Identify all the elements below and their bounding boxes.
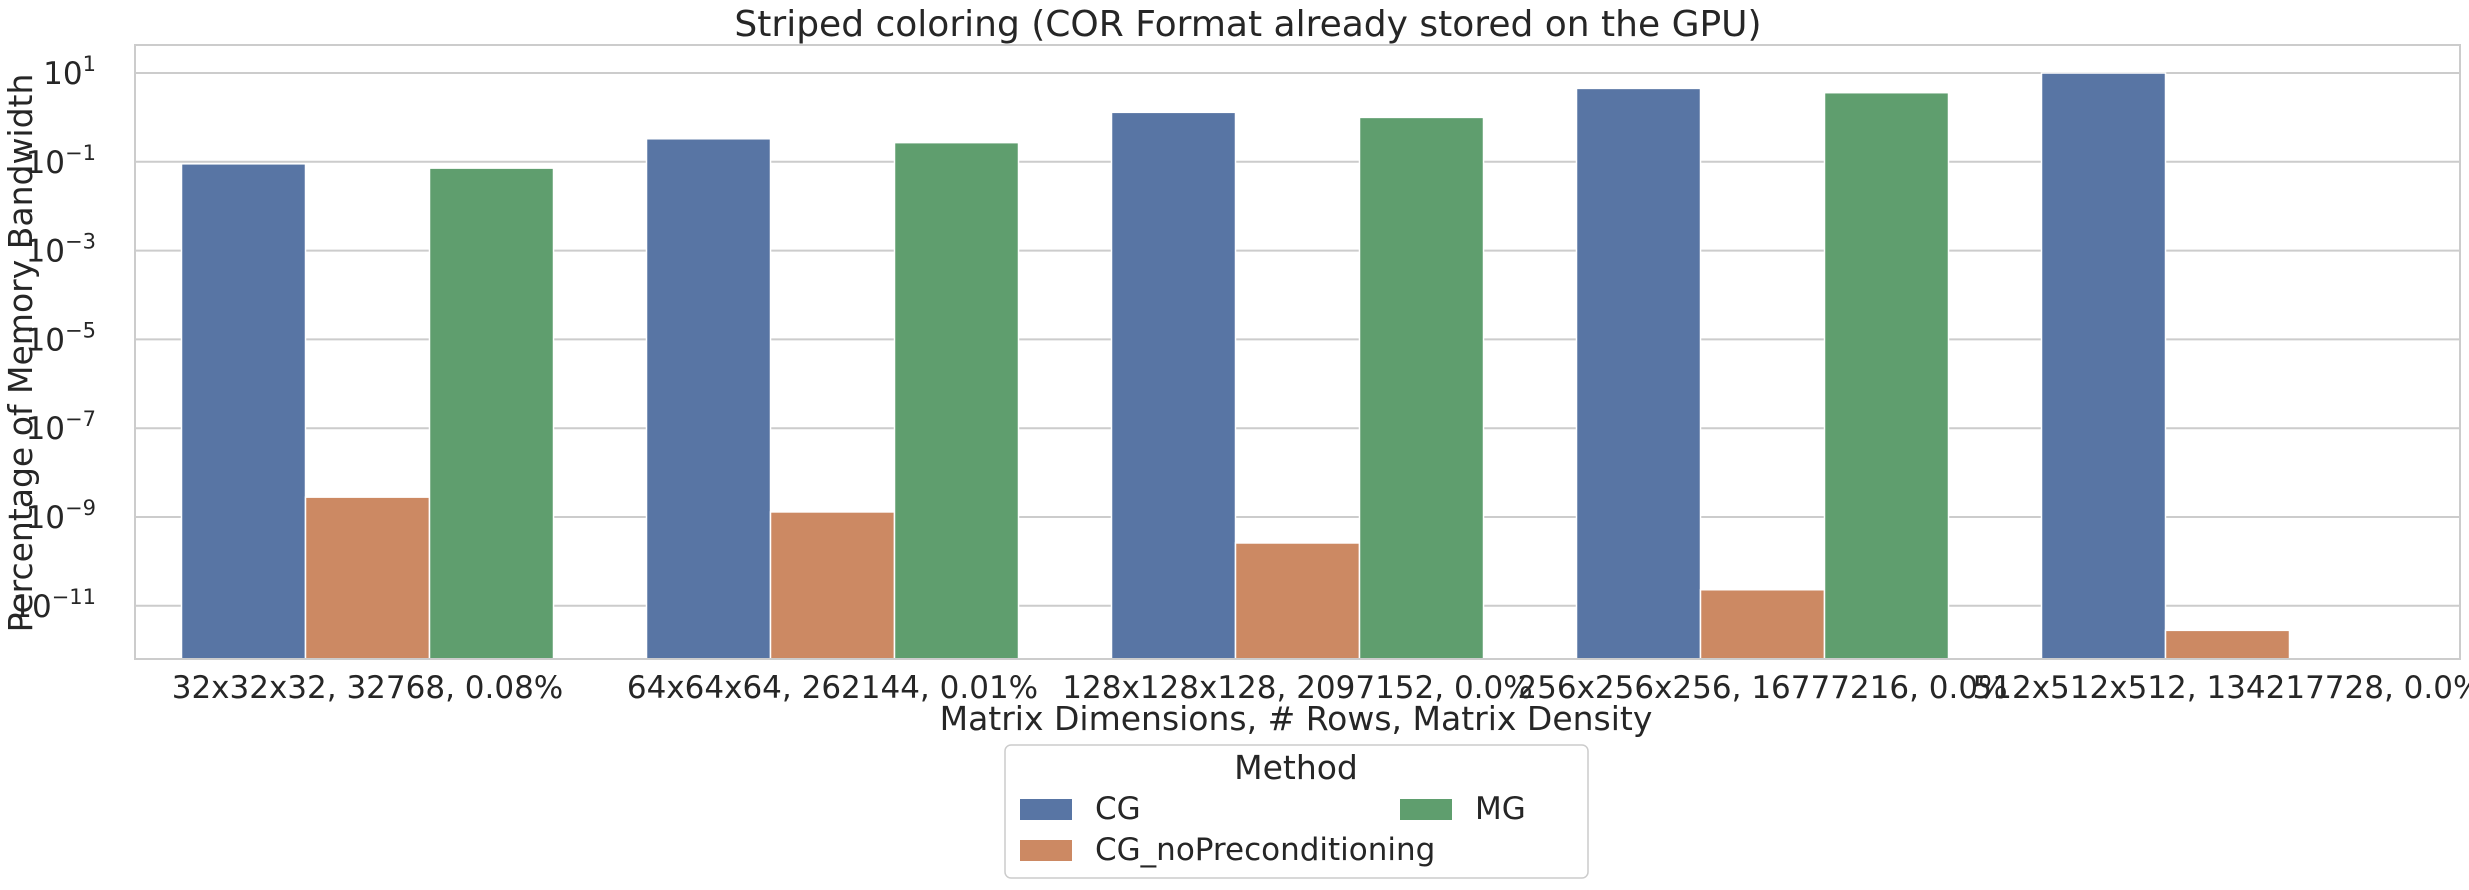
plot-frame <box>134 44 2461 660</box>
bar-cg <box>2040 72 2167 660</box>
x-tick-label: 32x32x32, 32768, 0.08% <box>172 670 564 706</box>
bar-mg <box>893 141 1020 660</box>
legend-box <box>1004 744 1589 879</box>
bar-cg <box>645 138 772 660</box>
x-tick-labels: 32x32x32, 32768, 0.08% 64x64x64, 262144, … <box>172 670 2469 706</box>
bar-cg-nopreconditioning <box>2164 629 2291 660</box>
bar-cg <box>180 163 307 660</box>
y-tick-label: 10−9 <box>26 496 96 536</box>
bars <box>180 72 2291 660</box>
x-axis-label: Matrix Dimensions, # Rows, Matrix Densit… <box>940 699 1653 738</box>
y-tick-labels: 101 10−1 10−3 10−5 10−7 10−9 10−11 <box>12 52 96 625</box>
bar-cg-nopreconditioning <box>304 496 431 660</box>
bar-cg-nopreconditioning <box>1699 588 1826 660</box>
legend-swatch <box>1020 799 1072 820</box>
bar-cg-nopreconditioning <box>769 511 896 660</box>
y-tick-label: 101 <box>43 52 96 92</box>
x-tick-label: 64x64x64, 262144, 0.01% <box>627 670 1038 706</box>
y-tick-label: 10−3 <box>26 230 96 270</box>
legend-label: CG_noPreconditioning <box>1095 832 1435 868</box>
y-axis-label: Percentage of Memory Bandwidth <box>1 74 40 633</box>
x-tick-label: 256x256x256, 16777216, 0.0% <box>1517 670 2007 706</box>
legend-label: MG <box>1475 791 1526 827</box>
bar-mg <box>1823 91 1950 660</box>
chart-title: Striped coloring (COR Format already sto… <box>734 4 1761 45</box>
bar-cg <box>1575 87 1702 660</box>
bar-mg <box>428 167 555 660</box>
legend-swatch <box>1020 840 1072 861</box>
legend-label: CG <box>1095 791 1141 827</box>
bar-cg <box>1110 111 1237 660</box>
y-tick-label: 10−11 <box>12 585 96 625</box>
bar-cg-nopreconditioning <box>1234 542 1361 660</box>
x-tick-label: 512x512x512, 134217728, 0.0% <box>1973 670 2469 706</box>
x-tick-label: 128x128x128, 2097152, 0.0% <box>1062 670 1532 706</box>
legend-swatch <box>1400 799 1452 820</box>
bar-mg <box>1358 116 1485 660</box>
y-tick-label: 10−5 <box>26 318 96 358</box>
legend-title: Method <box>1234 748 1358 787</box>
y-tick-label: 10−1 <box>26 141 96 181</box>
y-tick-label: 10−7 <box>26 407 96 447</box>
legend: Method CG CG_noPreconditioning MG <box>1004 744 1589 879</box>
